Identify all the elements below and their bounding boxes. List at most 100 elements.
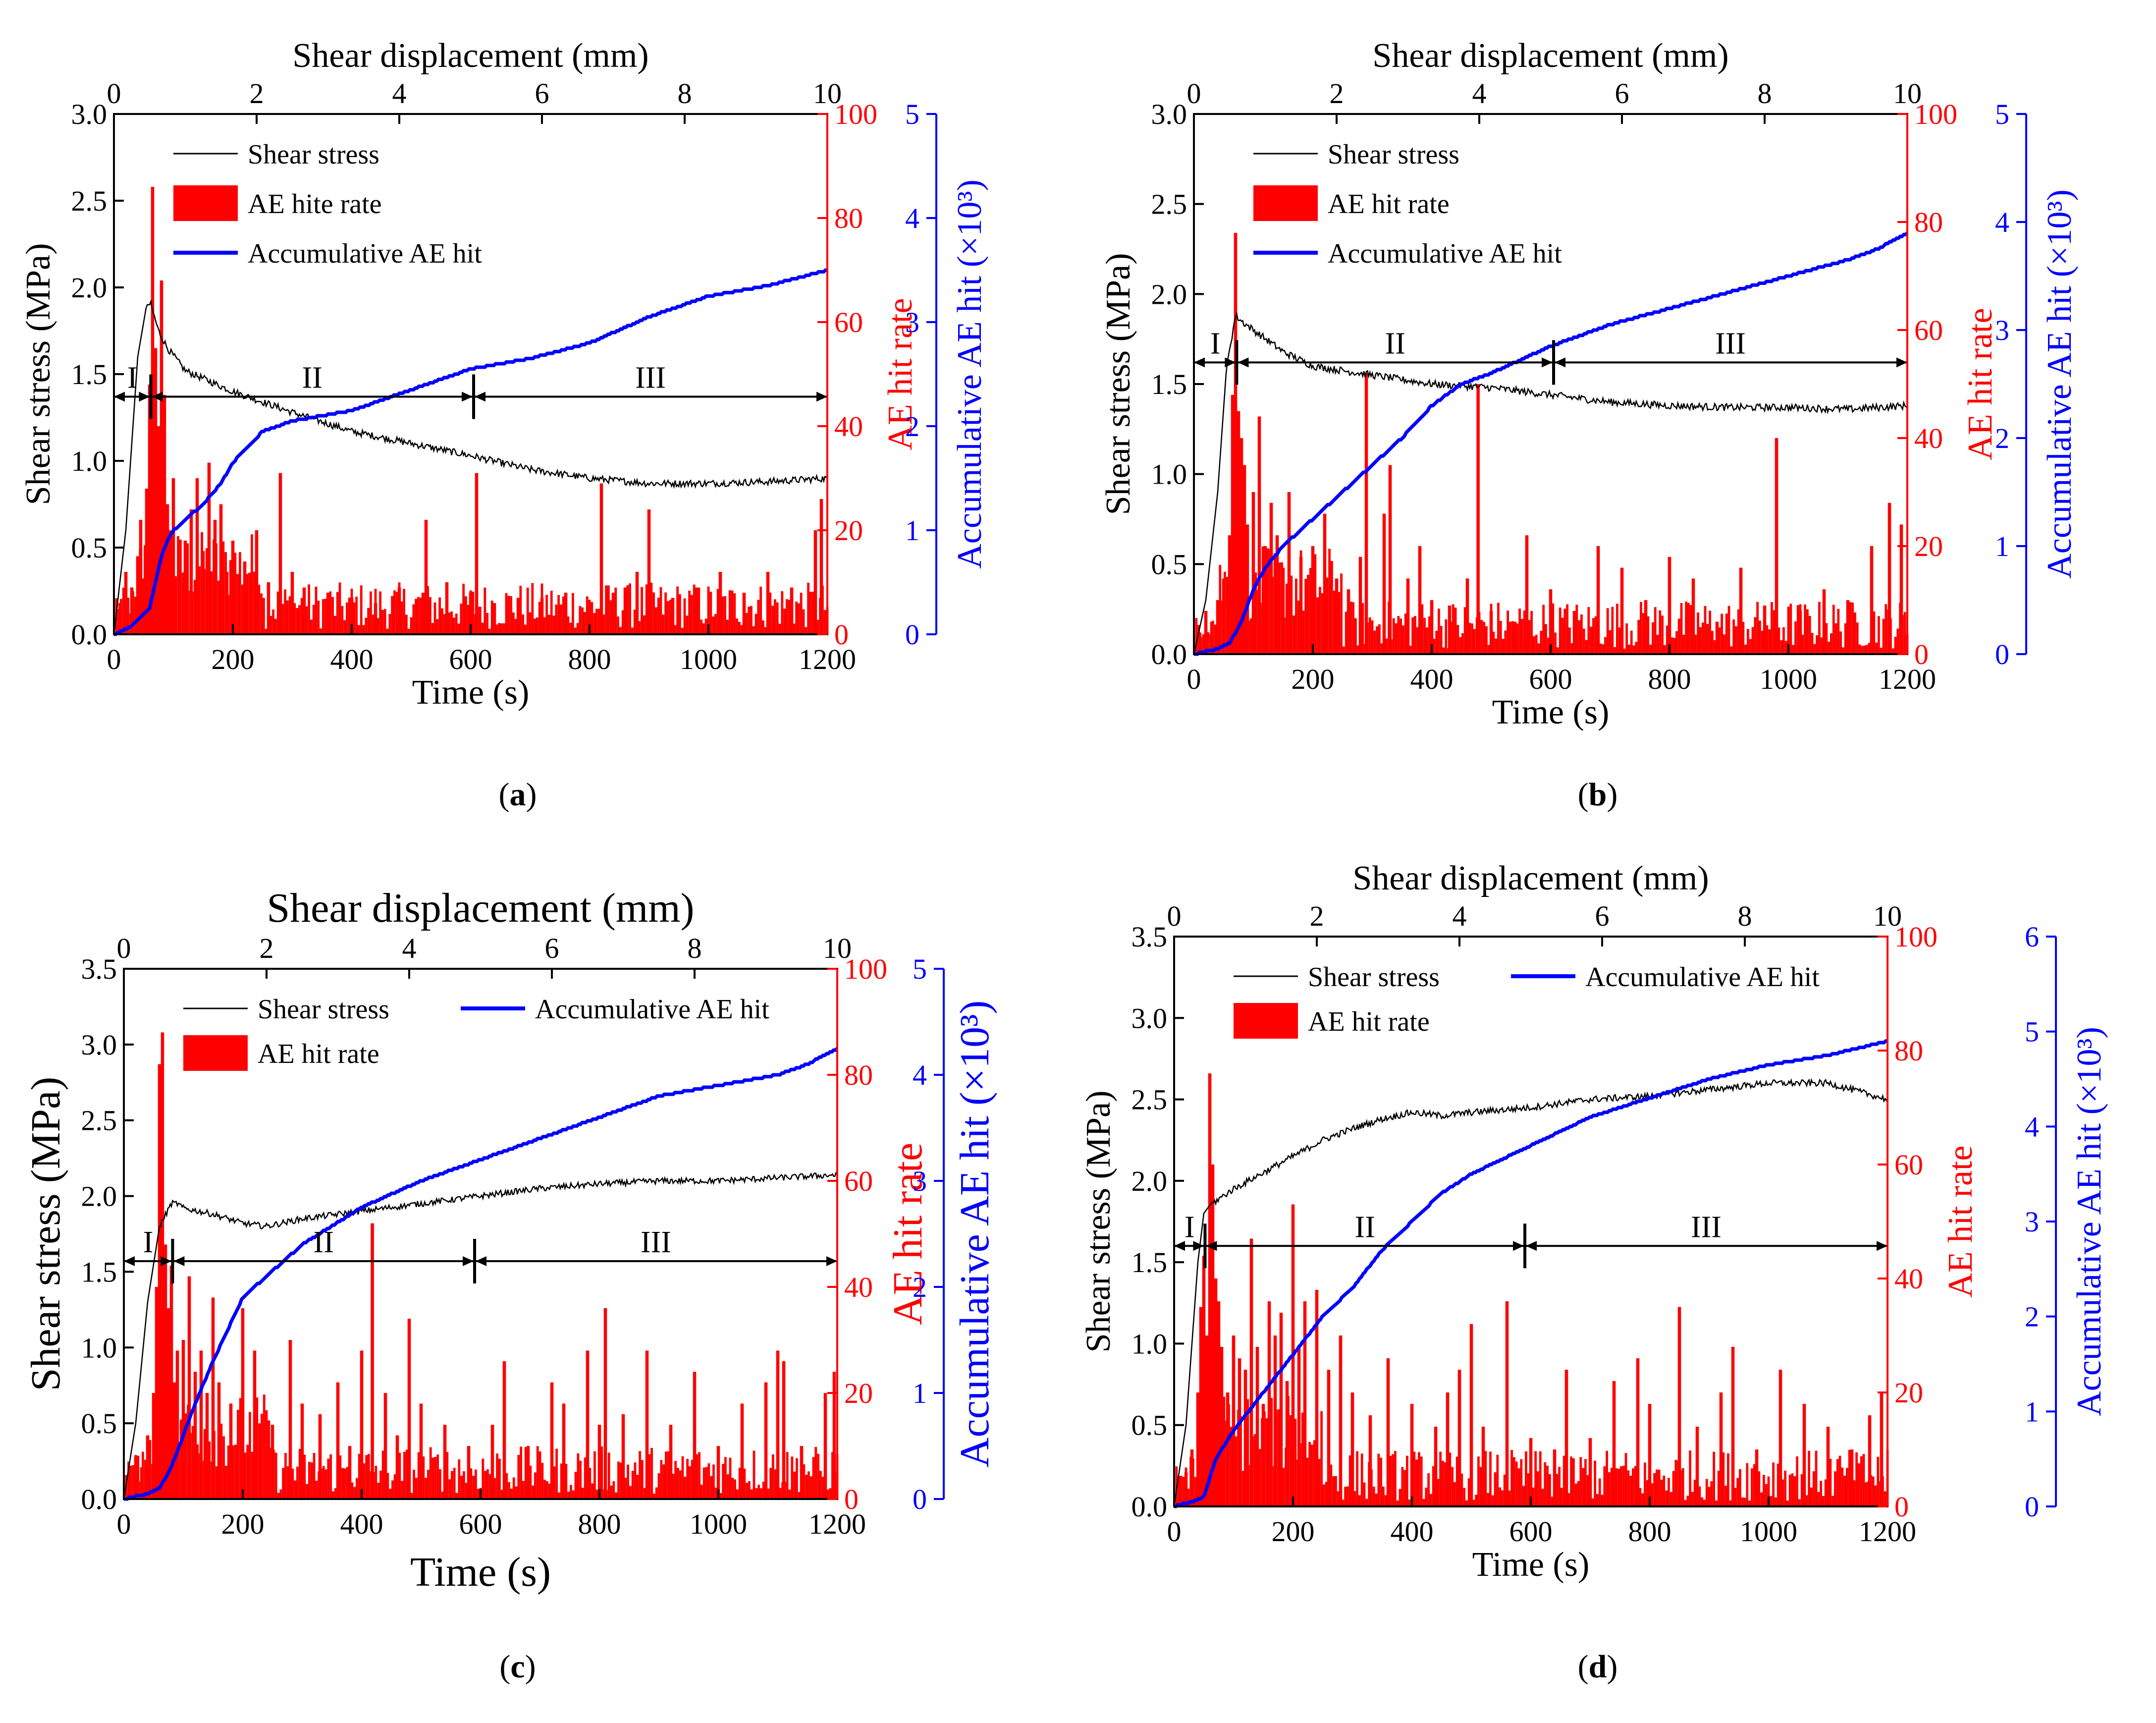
ae-bar [1652,622,1654,654]
ae-bar [1858,1463,1860,1506]
x-axis-label: Time (s) [1492,693,1610,731]
ae-bar [472,591,475,634]
panel-caption: (a) [499,777,537,813]
ae-peak-bar [1267,1301,1271,1506]
ae-bar [144,545,146,634]
ae-bar [1818,602,1821,654]
ae-bar [1743,1498,1746,1506]
ae-bar [1872,1476,1875,1506]
ae-bar [1644,1462,1646,1506]
ae-bar [334,615,336,634]
ae-bar [1858,644,1861,654]
ae-peak-bar [1249,1238,1253,1506]
ae-bar [738,1467,741,1499]
ae-bar [1761,630,1764,654]
ae-bar [816,619,819,634]
x-tick-label: 200 [1292,663,1335,695]
ae-peak-bar [1564,1370,1568,1506]
ae-bar [1433,639,1436,654]
ae-bar [1337,1491,1340,1506]
ae-peak-bar [669,1425,673,1499]
ae-bar [1727,606,1730,654]
x-tick-label: 800 [578,1508,621,1540]
ae-bar [134,596,137,634]
ae-bar [1314,554,1317,654]
ae-peak-bar [475,473,479,634]
ae-bar [674,1461,677,1499]
ae-bar [743,1468,746,1499]
ae-peak-bar [155,1287,159,1499]
ae-hit-rate-bars [1175,1073,1889,1506]
ae-bar [543,617,546,634]
ae-bar [1445,619,1448,654]
ae-bar [769,1468,772,1499]
ae-peak-bar [124,572,128,634]
ae-bar [393,590,396,634]
left-tick-label: 0.5 [81,1407,117,1440]
ae-bar [331,597,334,634]
legend-entry: Accumulative AE hit [1585,962,1820,993]
ae-bar [1632,1468,1634,1506]
ae-peak-bar [1695,1427,1699,1506]
ae-bar [1421,604,1424,654]
arrowhead [173,1256,185,1267]
ae-peak-bar [1279,1313,1283,1506]
right1-tick-label: 40 [1894,1263,1923,1295]
ae-bar [1496,1454,1499,1506]
ae-bar [1522,1486,1525,1506]
ae-peak-bar [229,1403,233,1499]
ae-peak-bar [1739,567,1743,654]
ae-peak-bar [1190,1449,1194,1506]
ae-peak-bar [1446,1392,1450,1506]
ae-bar [1411,617,1414,654]
ae-bar [1851,602,1854,654]
ae-peak-bar [1339,1335,1343,1506]
x-tick-label: 400 [1410,663,1454,695]
right2-tick-label: 2 [913,1271,927,1303]
ae-peak-bar [1297,1347,1301,1506]
ae-bar [179,1419,182,1499]
ae-bar [1432,1466,1435,1506]
ae-bar [1677,618,1680,654]
ae-bar [1646,1480,1649,1506]
panel-caption: (b) [1578,777,1618,813]
ae-bar [1413,1451,1416,1506]
ae-bar [1532,1487,1535,1506]
ae-bar [653,1494,655,1499]
ae-bar [236,574,239,634]
ae-bar [496,1453,498,1499]
ae-bar [778,623,781,634]
left-tick-label: 0.5 [1132,1409,1168,1442]
ae-bar [1786,1501,1789,1506]
ae-bar [1289,1415,1292,1506]
ae-peak-bar [1184,1472,1188,1506]
legend-entry: Shear stress [248,139,379,170]
ae-bar [1710,1481,1713,1506]
ae-peak-bar [318,1414,322,1499]
ae-bar [1637,620,1640,654]
ae-bar [346,1467,349,1499]
ae-bar [1396,1501,1399,1506]
ae-bar [346,602,348,634]
top-tick-label: 0 [107,77,121,110]
ae-bar [412,604,415,634]
right2-tick-label: 5 [2025,1016,2039,1048]
ae-bar [1836,1459,1839,1506]
ae-bar [750,606,753,634]
ae-bar [543,1480,546,1499]
ae-peak-bar [1899,524,1903,654]
ae-bar [439,1469,441,1499]
ae-bar [660,1460,663,1499]
ae-bar [1686,1496,1689,1506]
ae-bar [617,1461,620,1499]
ae-bar [244,1452,247,1499]
ae-bar [1639,1488,1642,1506]
ae-peak-bar [1887,502,1891,654]
x-tick-label: 600 [459,1508,502,1540]
ae-bar [1711,631,1714,654]
right2-tick-label: 1 [913,1377,927,1409]
ae-peak-bar [255,530,259,634]
ae-bar [1463,1488,1465,1506]
ae-peak-bar [1826,1427,1830,1506]
stage-label: I [143,1225,154,1259]
